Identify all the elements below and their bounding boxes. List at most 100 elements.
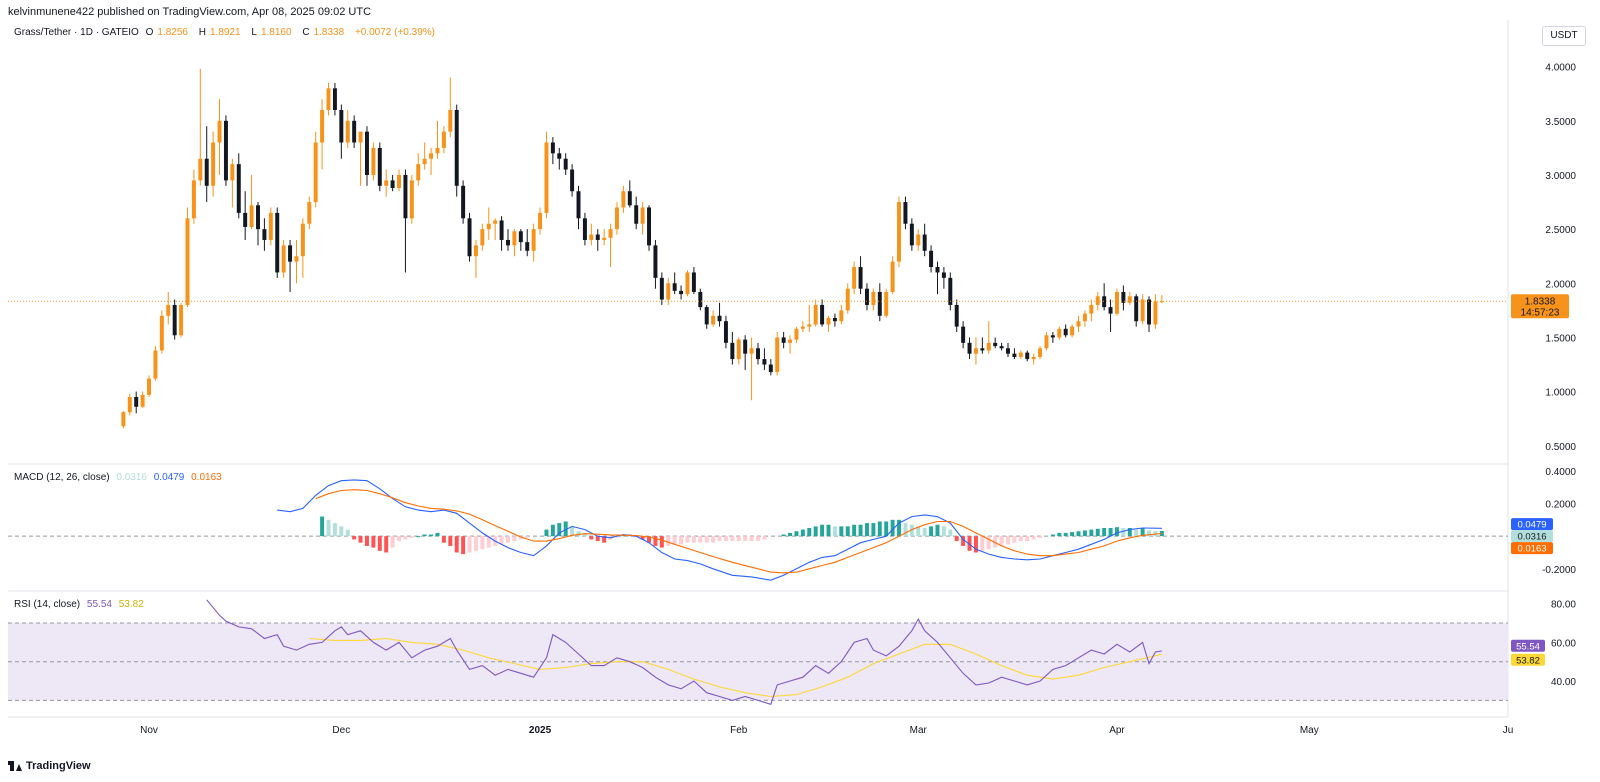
rsi-title[interactable]: RSI (14, close): [14, 599, 81, 610]
macd-legend: MACD (12, 26, close) 0.0316 0.0479 0.016…: [14, 472, 226, 483]
candle-up: [1018, 352, 1023, 357]
candle-up: [986, 342, 991, 351]
macd-histogram-bar: [916, 526, 921, 537]
macd-histogram-bar: [871, 523, 876, 537]
candle-up: [159, 315, 164, 351]
candle-up: [531, 229, 536, 251]
macd-histogram-bar: [640, 536, 645, 540]
candle-down: [1108, 307, 1113, 314]
candle-down: [820, 304, 825, 325]
macd-histogram-bar: [903, 523, 908, 537]
candle-down: [403, 174, 408, 219]
candle-down: [364, 131, 369, 175]
symbol-title[interactable]: Grass/Tether · 1D · GATEIO: [14, 27, 139, 38]
candle-up: [140, 394, 145, 407]
candle-down: [1012, 353, 1017, 357]
macd-histogram-bar: [749, 536, 754, 542]
macd-histogram-bar: [832, 526, 837, 537]
macd-histogram-bar: [807, 528, 812, 537]
tradingview-logo-icon: [8, 761, 22, 771]
rsi-ma-value: 53.82: [118, 599, 144, 610]
macd-histogram-bar: [845, 526, 850, 537]
candle-up: [384, 180, 389, 186]
candle-down: [948, 277, 953, 305]
macd-title[interactable]: MACD (12, 26, close): [14, 472, 110, 483]
candle-up: [121, 412, 126, 427]
rsi-legend: RSI (14, close) 55.54 53.82: [14, 599, 148, 610]
candle-up: [666, 283, 671, 300]
macd-histogram-bar: [1140, 528, 1145, 537]
macd-histogram-bar: [525, 536, 530, 538]
macd-histogram-bar: [961, 536, 966, 546]
candle-up: [711, 315, 716, 325]
macd-histogram-bar: [326, 519, 331, 537]
candle-down: [339, 109, 344, 143]
candle-up: [198, 158, 203, 181]
macd-histogram-bar: [570, 526, 575, 537]
candle-down: [576, 191, 581, 219]
macd-histogram-bar: [499, 536, 504, 545]
candle-down: [204, 158, 209, 186]
candle-down: [756, 348, 760, 360]
time-tick-label: May: [1300, 725, 1319, 736]
tradingview-logo[interactable]: TradingView: [8, 760, 91, 772]
candle-down: [275, 212, 280, 273]
candle-down: [659, 277, 664, 300]
macd-histogram-bar: [1114, 527, 1119, 537]
macd-histogram-bar: [666, 536, 671, 546]
price-tick-label: 2.5000: [1545, 225, 1576, 236]
macd-histogram-bar: [954, 536, 959, 542]
candle-up: [1095, 296, 1100, 305]
candle-up: [493, 220, 498, 224]
candle-down: [262, 229, 267, 240]
candle-up: [300, 223, 305, 257]
candle-down: [236, 164, 241, 213]
candle-down: [832, 317, 837, 322]
candle-up: [916, 234, 921, 246]
candle-up: [307, 202, 312, 224]
candle-down: [1006, 348, 1010, 354]
candle-up: [127, 397, 132, 413]
candle-up: [775, 337, 780, 373]
macd-signal-badge-value: 0.0163: [1517, 544, 1546, 555]
candle-down: [627, 191, 632, 206]
macd-histogram-bar: [826, 524, 831, 537]
price-tick-label: 0.5000: [1545, 442, 1576, 453]
macd-line-badge: [1511, 518, 1553, 531]
price-tick-label: 1.5000: [1545, 333, 1576, 344]
macd-histogram-bar: [563, 521, 568, 537]
macd-histogram-bar: [929, 526, 934, 537]
macd-histogram-bar: [922, 528, 927, 537]
candle-down: [352, 120, 357, 143]
macd-hist-badge-value: 0.0316: [1517, 532, 1546, 543]
candle-up: [794, 328, 799, 340]
candle-up: [1127, 296, 1132, 303]
high-value: 1.8921: [210, 27, 241, 38]
candle-down: [518, 231, 523, 243]
macd-histogram-bar: [897, 519, 902, 537]
rsi-ma-line: [309, 637, 1162, 698]
candle-down: [525, 242, 530, 251]
candle-up: [608, 229, 613, 238]
candle-down: [595, 234, 600, 240]
currency-unit-button[interactable]: USDT: [1542, 26, 1586, 46]
macd-histogram-bar: [614, 536, 619, 538]
candle-up: [397, 174, 402, 188]
candle-up: [890, 261, 895, 292]
candle-up: [345, 120, 350, 143]
candle-down: [461, 185, 466, 219]
macd-histogram-bar: [595, 536, 600, 542]
macd-line-badge-value: 0.0479: [1517, 520, 1546, 531]
candle-down: [454, 109, 459, 186]
macd-histogram-bar: [1147, 530, 1152, 537]
macd-histogram-bar: [1108, 528, 1113, 537]
candle-up: [788, 339, 793, 343]
macd-histogram-bar: [756, 536, 760, 542]
candle-up: [313, 142, 318, 203]
macd-histogram-bar: [506, 536, 510, 543]
macd-histogram-bar: [582, 532, 587, 537]
candle-up: [147, 378, 152, 395]
macd-histogram-bar: [1127, 528, 1132, 537]
macd-histogram-bar: [602, 536, 607, 543]
